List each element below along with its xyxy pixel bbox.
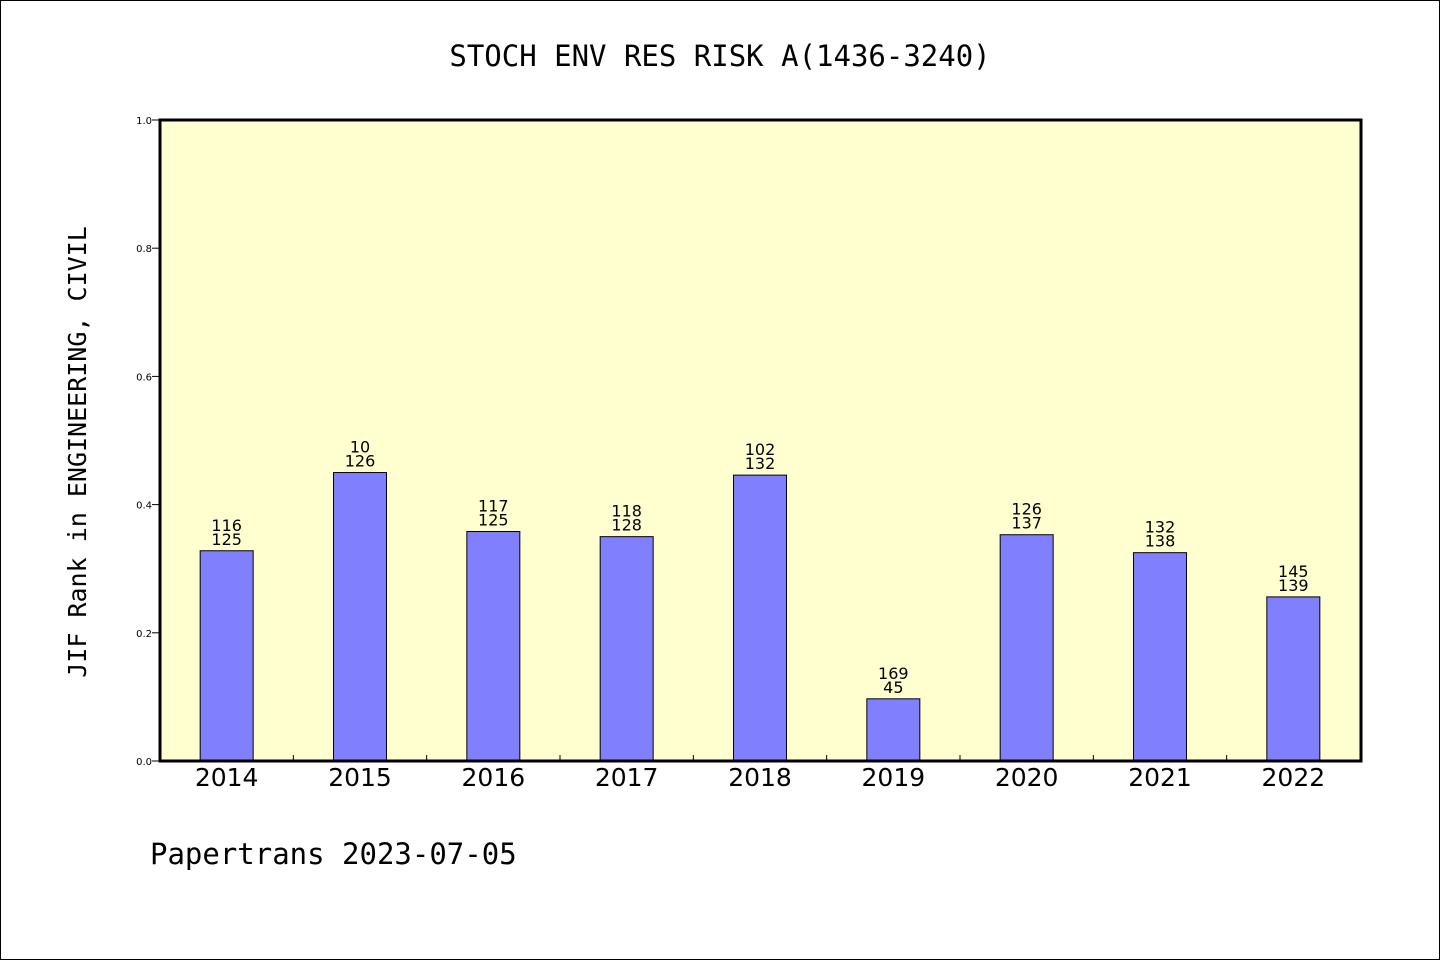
- y-tick-label: 0.0: [136, 757, 152, 768]
- x-axis: 2014 2015 2016 2017 2018 2019 2020 2021 2022: [195, 755, 1325, 792]
- chart-title: STOCH ENV RES RISK A(1436-3240): [449, 39, 990, 73]
- y-tick-label: 0.2: [136, 629, 152, 640]
- bar-label-bottom: 125: [478, 511, 509, 530]
- bar-label-top: 117: [478, 497, 509, 516]
- bar-2021: [1133, 552, 1187, 762]
- bar-label-bottom: 137: [1011, 514, 1042, 533]
- bar-label-bottom: 45: [883, 678, 903, 697]
- plot-border: [158, 118, 1363, 763]
- bar-2016: [466, 531, 521, 762]
- y-tick-label: 1.0: [136, 116, 152, 127]
- bar-label-top: 132: [1145, 518, 1176, 537]
- bar-label-top: 169: [878, 664, 909, 683]
- bar-label-top: 118: [611, 502, 642, 521]
- bar-label-top: 102: [745, 440, 776, 459]
- bar-label-bottom: 126: [345, 452, 376, 471]
- y-tick-label: 0.6: [136, 372, 152, 383]
- x-tick-label: 2018: [728, 763, 792, 792]
- bar-label-bottom: 132: [745, 454, 776, 473]
- x-tick-label: 2019: [862, 763, 926, 792]
- footer-text: Papertrans 2023-07-05: [150, 837, 517, 871]
- bar-2017: [599, 536, 654, 762]
- bar-2018: [733, 474, 787, 762]
- x-tick-label: 2021: [1128, 763, 1192, 792]
- bar-label-bottom: 138: [1145, 532, 1176, 551]
- bar-label-bottom: 128: [611, 516, 642, 535]
- bar-label-bottom: 125: [211, 530, 242, 549]
- x-tick-label: 2020: [995, 763, 1059, 792]
- y-tick-label: 0.8: [136, 244, 152, 255]
- bar-2014: [199, 550, 254, 762]
- bar-2022: [1266, 596, 1321, 762]
- bar-label-top: 126: [1011, 500, 1042, 519]
- x-tick-label: 2022: [1262, 763, 1326, 792]
- bar-2020: [999, 534, 1054, 762]
- y-tick-label: 0.4: [136, 501, 152, 512]
- bar-2019: [866, 698, 921, 762]
- bar-label-bottom: 139: [1278, 576, 1309, 595]
- bar-label-top: 10: [350, 438, 370, 457]
- x-tick-label: 2015: [328, 763, 392, 792]
- bar-label-top: 116: [211, 516, 242, 535]
- bar-2015: [333, 472, 387, 762]
- x-tick-label: 2014: [195, 763, 259, 792]
- x-tick-label: 2016: [462, 763, 526, 792]
- y-axis-label: JIF Rank in ENGINEERING, CIVIL: [63, 226, 92, 678]
- y-axis: 0.0 0.2 0.4 0.6 0.8 1.0: [136, 116, 160, 768]
- x-tick-label: 2017: [595, 763, 659, 792]
- bar-label-top: 145: [1278, 562, 1309, 581]
